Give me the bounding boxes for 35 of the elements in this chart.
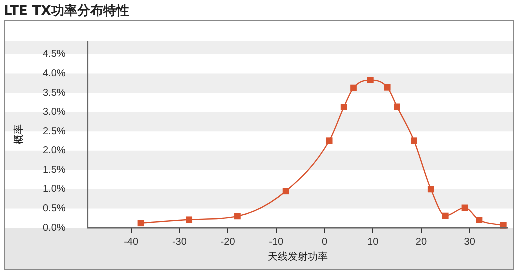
y-tick-label: 2.0% — [42, 146, 66, 157]
x-tick-label: 10 — [368, 236, 380, 248]
x-tick-label: 0 — [322, 236, 328, 248]
y-tick-label: 0.0% — [42, 222, 66, 234]
y-tick-label: 3.0% — [42, 107, 66, 118]
point — [368, 77, 374, 84]
point — [282, 188, 290, 195]
y-tick-label: 1.5% — [42, 164, 66, 176]
y-tick-label: 2.5% — [42, 126, 66, 138]
chart-title: LTE TX功率分布特性 — [4, 2, 130, 20]
x-tick-label: 30 — [464, 236, 476, 248]
y-tick-label: 4.0% — [42, 68, 66, 80]
point — [476, 217, 483, 224]
x-tick-label: -40 — [124, 236, 139, 248]
point — [428, 186, 434, 193]
point — [186, 216, 193, 224]
y-tick-label: 3.5% — [42, 88, 66, 99]
point — [350, 84, 357, 92]
y-tick-label: 1.0% — [42, 184, 66, 196]
point — [384, 84, 391, 91]
x-tick-label: -10 — [269, 236, 284, 248]
point — [411, 138, 418, 144]
x-tick-label: -30 — [172, 236, 188, 248]
point — [138, 220, 144, 227]
x-tick-label: -20 — [220, 236, 236, 248]
y-tick-label: 0.5% — [42, 203, 66, 214]
y-axis-title: 概率 — [12, 124, 25, 144]
point — [234, 213, 241, 220]
point — [326, 138, 333, 144]
point — [340, 104, 348, 110]
point — [394, 104, 400, 110]
x-axis-title: 天线发射功率 — [268, 250, 328, 263]
x-tick-label: 20 — [416, 236, 428, 248]
point — [442, 212, 449, 220]
y-tick-label: 4.5% — [42, 49, 66, 60]
